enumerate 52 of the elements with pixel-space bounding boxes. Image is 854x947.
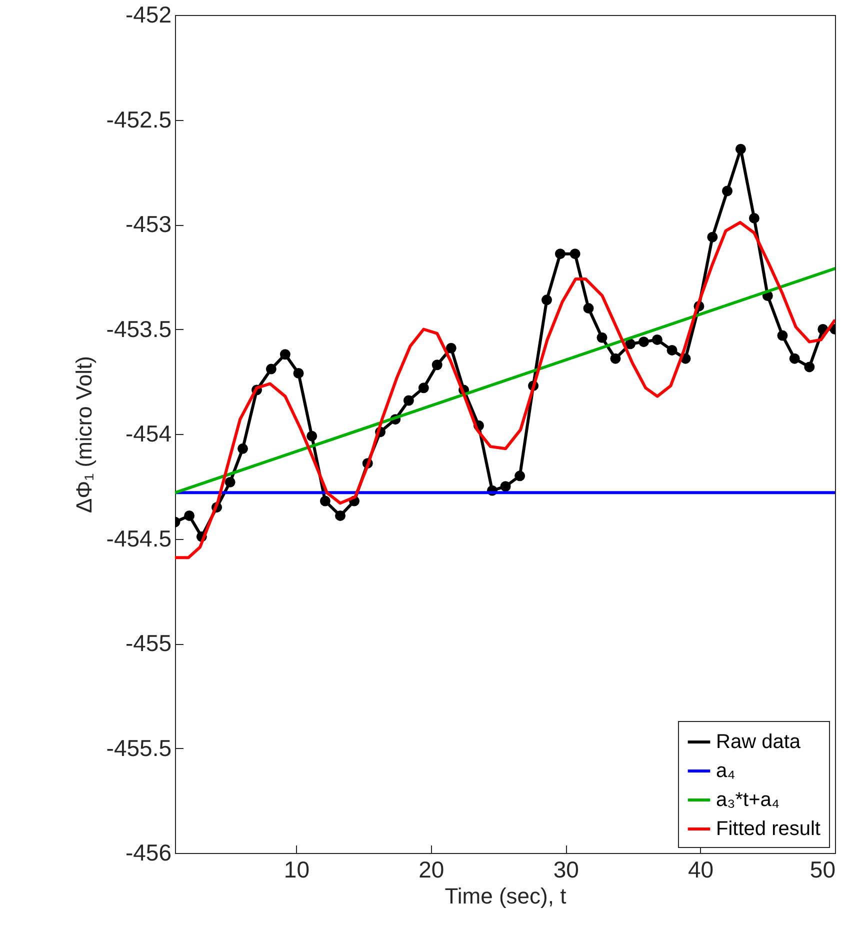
point <box>570 248 580 260</box>
point <box>280 349 290 360</box>
point <box>652 334 662 345</box>
line-series <box>175 220 835 560</box>
y-tick-label: -455 <box>125 630 172 656</box>
point <box>238 443 248 454</box>
x-tick-label: 40 <box>688 856 714 882</box>
y-tick-label: -453 <box>125 211 172 237</box>
point <box>514 470 526 482</box>
point <box>583 303 594 314</box>
point <box>184 510 195 521</box>
point <box>777 330 788 341</box>
legend-label: Fitted result <box>716 818 821 840</box>
point <box>432 360 442 370</box>
point <box>707 232 718 242</box>
x-tick-label: 20 <box>418 856 444 882</box>
point <box>418 382 429 394</box>
point <box>666 344 678 356</box>
y-tick-label: -453.5 <box>106 316 172 342</box>
point <box>293 368 304 378</box>
y-tick-label: -454.5 <box>106 525 172 552</box>
y-tick-label: -455.5 <box>106 734 172 761</box>
point <box>320 496 330 506</box>
point <box>638 336 649 348</box>
legend-label: Raw data <box>716 731 802 753</box>
legend-label: a₃*t+a₄ <box>716 789 780 811</box>
point <box>266 364 276 374</box>
x-tick-label: 30 <box>553 856 579 882</box>
point <box>554 248 566 260</box>
point <box>542 294 552 306</box>
y-tick-label: -452 <box>125 2 172 28</box>
point <box>224 476 236 488</box>
x-tick-label: 10 <box>284 856 310 882</box>
legend-label: a₄ <box>716 760 736 782</box>
y-tick-label: -454 <box>125 420 172 446</box>
y-axis-title: ΔΦ₁ (micro Volt) <box>71 356 96 514</box>
point <box>804 362 815 372</box>
point <box>722 186 732 196</box>
point <box>789 353 800 364</box>
point <box>500 481 511 492</box>
point <box>748 212 760 224</box>
x-tick-label: 50 <box>810 856 836 882</box>
point <box>335 510 346 521</box>
x-axis-title: Time (sec), t <box>444 884 566 908</box>
point <box>735 144 746 154</box>
point <box>306 430 318 442</box>
point <box>446 342 456 354</box>
y-tick-label: -456 <box>125 840 172 866</box>
y-tick-label: -452.5 <box>106 106 172 132</box>
point <box>596 332 608 343</box>
point <box>610 353 621 364</box>
point <box>403 395 414 406</box>
